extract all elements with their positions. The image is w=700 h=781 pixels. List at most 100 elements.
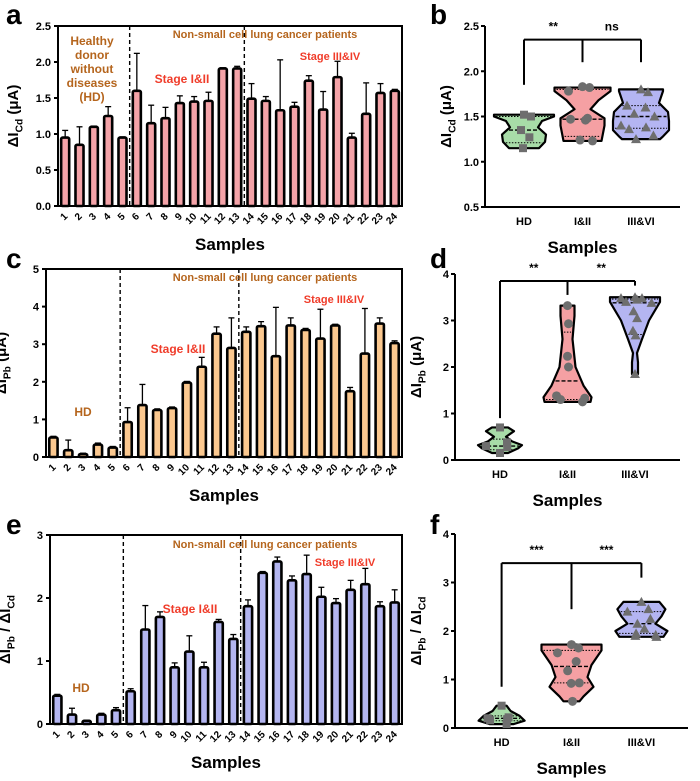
- y-tick-label: 3: [33, 339, 39, 351]
- bar-sample-8: [160, 116, 171, 208]
- y-tick-label: 4: [33, 302, 40, 314]
- y-axis-label: ΔIPb (μA): [408, 336, 429, 398]
- bar-sample-22: [360, 112, 372, 208]
- data-point-square: [517, 126, 525, 135]
- bar-sample-18: [303, 79, 315, 208]
- plot-frame: [45, 268, 403, 458]
- x-tick-label: 5: [106, 462, 118, 474]
- bar-sample-14: [240, 330, 252, 459]
- data-point-triangle: [622, 606, 633, 616]
- annotation: Stage III&IV: [304, 294, 365, 306]
- significance-label: **: [597, 261, 607, 275]
- y-tick-label: 1: [443, 675, 449, 687]
- y-axis-label: ΔIPb (μA): [0, 332, 14, 394]
- x-tick-label: HD: [492, 469, 508, 481]
- bar-sample-16: [271, 560, 283, 726]
- bar-sample-6: [131, 89, 143, 208]
- data-point-square: [486, 716, 495, 725]
- x-tick-label: 12: [206, 462, 222, 478]
- x-tick-label: 5: [109, 729, 121, 741]
- x-tick-label: III&VI: [628, 737, 656, 749]
- x-tick-label: 22: [354, 462, 370, 478]
- bar-sample-15: [255, 324, 267, 459]
- annotation: Stage III&IV: [300, 51, 361, 63]
- data-point-triangle: [624, 124, 634, 134]
- violin-I&II: [553, 86, 612, 143]
- y-tick-label: 1.5: [464, 112, 479, 124]
- y-tick-label: 2.5: [36, 21, 51, 33]
- bar-sample-21: [345, 588, 357, 726]
- y-axis-label: ΔIPb / ΔICd: [408, 596, 429, 665]
- x-tick-label: 4: [102, 211, 114, 223]
- bar-sample-6: [125, 689, 137, 726]
- data-point-square: [527, 112, 535, 121]
- data-point-circle: [553, 648, 562, 658]
- bar-sample-5: [110, 708, 122, 726]
- bar-sample-1: [59, 136, 71, 208]
- data-point-triangle: [630, 368, 640, 378]
- bar-sample-21: [346, 136, 358, 208]
- bar-sample-17: [285, 324, 297, 459]
- annotation: Non-small cell lung cancer patients: [173, 272, 358, 284]
- data-point-circle: [564, 362, 573, 372]
- x-axis-label: Samples: [537, 759, 607, 778]
- bar-sample-9: [174, 101, 186, 208]
- data-point-triangle: [630, 330, 641, 340]
- y-tick-label: 2: [443, 362, 449, 374]
- x-axis-label: Samples: [195, 235, 265, 254]
- bar-sample-4: [95, 713, 107, 726]
- data-point-triangle: [643, 604, 654, 614]
- bar-sample-5: [117, 136, 128, 208]
- data-point-triangle: [649, 111, 660, 121]
- bar-sample-8: [151, 408, 163, 459]
- data-point-circle: [571, 657, 581, 667]
- y-tick-label: 0: [33, 452, 39, 464]
- x-tick-label: 11: [192, 462, 208, 478]
- bar-sample-15: [260, 99, 272, 208]
- bar-sample-8: [154, 615, 166, 726]
- x-tick-label: 3: [87, 211, 99, 223]
- y-tick-label: 1: [33, 414, 39, 426]
- data-point-triangle: [643, 87, 653, 97]
- data-point-circle: [574, 678, 584, 688]
- violin-chart-panel-b: 0.5 1.0 1.5 2.0 2.5 HD I&II III&VI ** ns Samples ΔI…: [438, 20, 680, 257]
- x-tick-label: 2: [62, 462, 74, 474]
- bar-sample-19: [315, 595, 327, 726]
- data-point-triangle: [651, 631, 662, 641]
- bar-sample-16: [270, 354, 282, 459]
- bar-sample-9: [166, 406, 178, 459]
- bar-sample-17: [289, 105, 300, 208]
- x-tick-label: 1: [51, 729, 63, 741]
- bar-sample-9: [169, 665, 181, 726]
- bar-sample-12: [211, 332, 223, 459]
- annotation: Stage III&IV: [315, 557, 376, 569]
- bar-sample-1: [47, 436, 59, 459]
- significance-label: ***: [599, 543, 613, 557]
- significance-label: **: [529, 261, 539, 275]
- data-point-circle: [564, 86, 573, 96]
- bar-sample-18: [300, 328, 312, 459]
- annotation: HD: [72, 681, 90, 695]
- data-point-triangle: [622, 100, 632, 110]
- bar-sample-7: [139, 628, 151, 726]
- data-point-square: [502, 720, 511, 729]
- bar-sample-22: [359, 352, 371, 459]
- x-axis-label: Samples: [191, 753, 261, 772]
- data-point-square: [497, 701, 506, 710]
- bar-sample-16: [274, 108, 286, 208]
- panel-label-a: a: [6, 0, 22, 30]
- x-tick-label: 14: [236, 462, 252, 478]
- data-point-square: [503, 438, 511, 447]
- annotation: Non-small cell lung cancer patients: [173, 29, 358, 41]
- bar-sample-2: [66, 713, 78, 726]
- plot-frame: [57, 25, 403, 207]
- annotation: Stage I&II: [155, 72, 210, 86]
- x-tick-label: 4: [95, 729, 107, 741]
- y-tick-label: 1.0: [36, 129, 51, 141]
- x-tick-label: 4: [91, 462, 103, 474]
- data-point-triangle: [632, 313, 643, 323]
- bar-sample-11: [203, 99, 214, 208]
- bar-sample-18: [301, 572, 313, 726]
